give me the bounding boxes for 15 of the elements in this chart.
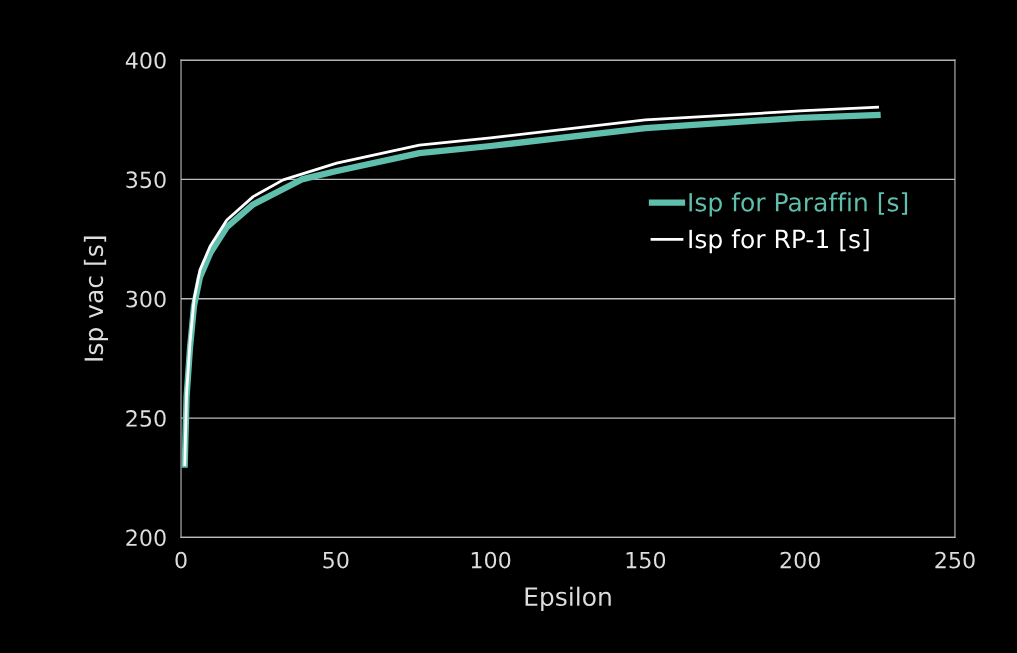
- y-tick-label: 300: [126, 290, 166, 308]
- x-tick-label: 200: [780, 551, 820, 569]
- x-tick-label: 250: [935, 551, 975, 569]
- x-tick-label: 100: [471, 551, 511, 569]
- legend-label: Isp for Paraffin [s]: [689, 192, 908, 217]
- y-tick-label: 200: [126, 529, 166, 547]
- y-axis-title: Isp vac [s]: [83, 236, 109, 361]
- y-tick-label: 350: [126, 171, 166, 189]
- x-tick-label: 0: [175, 551, 187, 569]
- x-axis-title: Epsilon: [525, 586, 611, 611]
- x-tick-label: 150: [626, 551, 666, 569]
- legend-label: Isp for RP-1 [s]: [689, 229, 869, 254]
- y-tick-label: 250: [126, 410, 166, 427]
- x-tick-label: 50: [323, 551, 349, 569]
- y-tick-label: 400: [125, 52, 166, 69]
